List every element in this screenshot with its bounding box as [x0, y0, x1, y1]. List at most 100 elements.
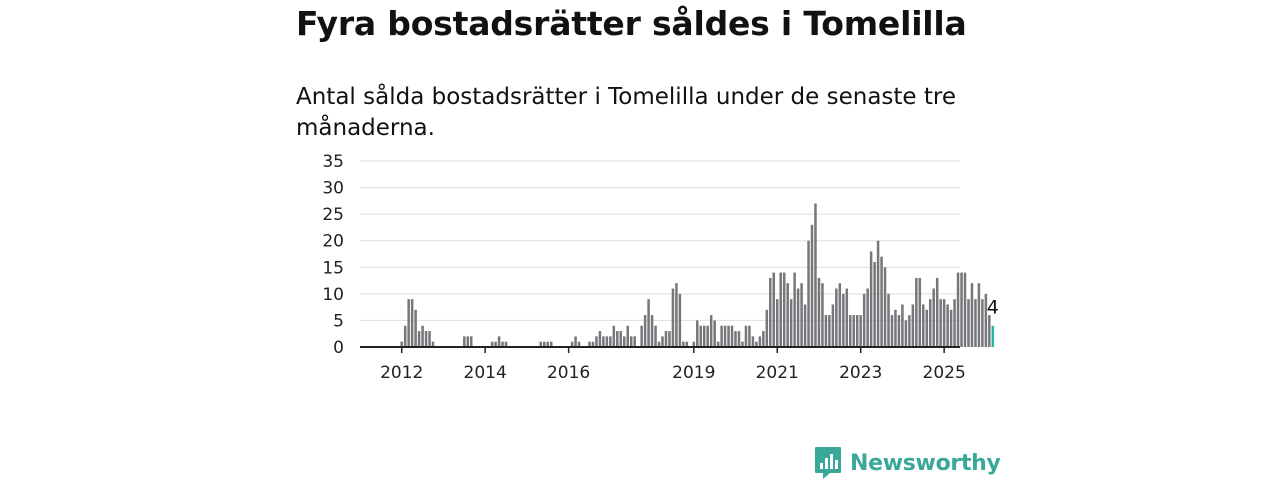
bar — [967, 299, 970, 347]
bar — [793, 272, 796, 347]
bar — [988, 315, 991, 347]
chart-title: Fyra bostadsrätter såldes i Tomelilla — [296, 4, 967, 43]
bar — [824, 315, 828, 347]
bar — [727, 325, 730, 347]
bar — [897, 315, 901, 347]
bar — [956, 272, 960, 347]
bar — [974, 299, 977, 347]
bar — [810, 224, 814, 347]
bar — [605, 336, 609, 347]
bar — [772, 272, 776, 347]
bar — [953, 299, 956, 347]
bar — [692, 341, 696, 347]
bar — [546, 341, 550, 347]
bar — [629, 336, 633, 347]
x-tick-label: 2023 — [839, 363, 882, 383]
bar — [828, 315, 831, 347]
bar — [918, 277, 922, 347]
bar — [417, 331, 421, 347]
bar — [765, 309, 769, 347]
y-tick-label: 25 — [322, 205, 344, 225]
bar — [769, 277, 772, 347]
bar — [504, 341, 508, 347]
x-tick-label: 2021 — [756, 363, 799, 383]
bar — [890, 315, 894, 347]
bar — [609, 336, 612, 347]
bar — [643, 315, 647, 347]
bar — [463, 336, 466, 347]
bar — [668, 331, 671, 347]
bar — [702, 325, 706, 347]
bar — [786, 283, 789, 347]
bar — [716, 341, 720, 347]
bar — [588, 341, 591, 347]
bar — [821, 283, 824, 347]
bar — [570, 341, 574, 347]
bar — [814, 203, 817, 347]
bar — [602, 336, 605, 347]
bar — [894, 309, 897, 347]
bar-latest — [991, 325, 995, 347]
bar — [664, 331, 668, 347]
y-tick-label: 15 — [322, 258, 344, 278]
newsworthy-logo-icon — [815, 447, 841, 479]
bar — [915, 277, 918, 347]
bar — [494, 341, 497, 347]
x-tick-label: 2012 — [380, 363, 423, 383]
bar — [657, 341, 661, 347]
bar — [431, 341, 435, 347]
bar — [407, 299, 410, 347]
bar — [869, 251, 873, 347]
bars — [400, 203, 995, 347]
bar — [671, 288, 675, 347]
bar — [748, 325, 751, 347]
bar — [942, 299, 946, 347]
bar — [640, 325, 643, 347]
bar — [497, 336, 501, 347]
bar — [723, 325, 727, 347]
bar — [849, 315, 852, 347]
bar — [539, 341, 543, 347]
bar — [706, 325, 709, 347]
y-tick-label: 20 — [322, 232, 344, 252]
bar — [737, 331, 741, 347]
y-tick-label: 0 — [333, 338, 344, 358]
bar — [859, 315, 862, 347]
bar — [616, 331, 619, 347]
bar — [661, 336, 664, 347]
bar — [922, 304, 925, 347]
bar — [946, 304, 949, 347]
bar — [619, 331, 623, 347]
bar — [775, 299, 779, 347]
bar — [984, 293, 988, 347]
bar — [577, 341, 581, 347]
bar — [807, 240, 810, 347]
y-tick-label: 30 — [322, 179, 344, 199]
bar — [713, 320, 716, 347]
bar — [650, 315, 654, 347]
bar — [970, 283, 974, 347]
bar — [678, 293, 682, 347]
newsworthy-brand[interactable]: Newsworthy — [814, 446, 1001, 480]
bar — [901, 304, 904, 347]
bar — [501, 341, 504, 347]
bar — [403, 325, 407, 347]
bar — [466, 336, 470, 347]
bar — [981, 299, 984, 347]
bar — [842, 293, 845, 347]
bar — [935, 277, 939, 347]
bar — [977, 283, 981, 347]
bar — [758, 336, 762, 347]
bar — [949, 309, 953, 347]
bar — [762, 331, 765, 347]
bar — [612, 325, 616, 347]
bar — [932, 288, 935, 347]
bar — [730, 325, 734, 347]
bar — [845, 288, 849, 347]
bar — [835, 288, 838, 347]
brand-name: Newsworthy — [850, 450, 1001, 476]
bar — [549, 341, 553, 347]
bar — [543, 341, 546, 347]
bar — [623, 336, 626, 347]
